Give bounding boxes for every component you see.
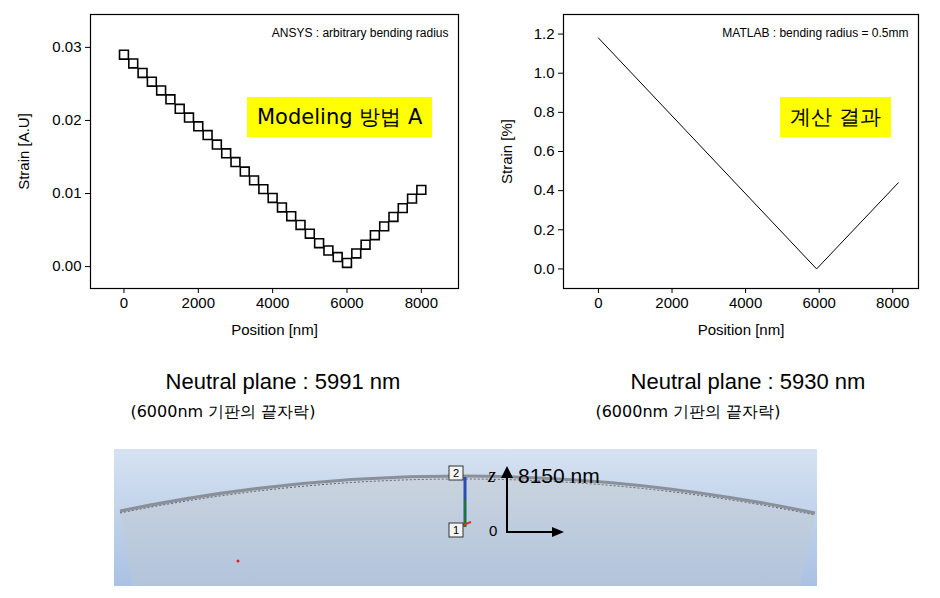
svg-text:0.6: 0.6 [534,142,555,159]
svg-text:0: 0 [120,294,128,311]
svg-text:8000: 8000 [876,294,909,311]
svg-text:0.00: 0.00 [52,257,81,274]
svg-text:ANSYS : arbitrary bending radi: ANSYS : arbitrary bending radius [272,26,449,40]
svg-text:0: 0 [594,294,602,311]
html-text:Neutral plane : 5991 nm: Neutral plane : 5991 nm [165,369,401,394]
html-text:Neutral plane : 5930 nm: Neutral plane : 5930 nm [630,369,866,394]
svg-text:4000: 4000 [256,294,289,311]
svg-text:1.0: 1.0 [534,64,555,81]
html-text:(6000nm 기판의 끝자락): (6000nm 기판의 끝자락) [595,402,781,421]
svg-text:1: 1 [453,524,459,536]
svg-text:0.8: 0.8 [534,103,555,120]
svg-text:6000: 6000 [802,294,835,311]
html-text:Modeling 방법 A: Modeling 방법 A [257,105,423,129]
svg-text:Position [nm]: Position [nm] [698,321,785,338]
svg-text:MATLAB : bending radius = 0.5m: MATLAB : bending radius = 0.5mm [722,26,908,40]
html-text:계산 결과: 계산 결과 [790,105,881,129]
svg-text:2: 2 [453,467,459,479]
html-text:(6000nm 기판의 끝자락): (6000nm 기판의 끝자락) [130,402,316,421]
svg-text:Strain [A.U]: Strain [A.U] [15,113,32,190]
svg-text:2000: 2000 [655,294,688,311]
svg-text:Strain [%]: Strain [%] [498,119,515,184]
svg-text:Position [nm]: Position [nm] [231,321,318,338]
svg-text:0.4: 0.4 [534,181,555,198]
svg-text:1.2: 1.2 [534,25,555,42]
svg-text:z: z [487,464,496,486]
svg-text:8150 nm: 8150 nm [518,464,600,487]
svg-text:0: 0 [489,522,497,539]
svg-text:0.2: 0.2 [534,221,555,238]
svg-text:0.03: 0.03 [52,38,81,55]
svg-text:2000: 2000 [182,294,215,311]
svg-text:6000: 6000 [330,294,363,311]
svg-text:0.0: 0.0 [534,260,555,277]
svg-text:0.02: 0.02 [52,111,81,128]
svg-text:4000: 4000 [729,294,762,311]
svg-text:0.01: 0.01 [52,184,81,201]
svg-text:8000: 8000 [405,294,438,311]
